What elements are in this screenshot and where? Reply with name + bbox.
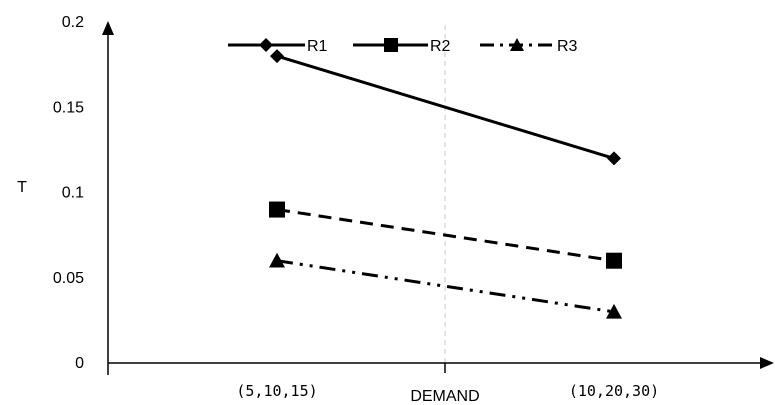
data-point: [606, 303, 622, 319]
data-point: [270, 49, 284, 64]
x-tick-label: (10,20,30): [569, 382, 659, 400]
data-point: [607, 151, 621, 166]
x-tick-label: (5,10,15): [236, 382, 317, 400]
x-tick-labels: (5,10,15) (10,20,30): [236, 363, 659, 400]
series-r3: [269, 252, 622, 319]
data-point: [269, 252, 285, 268]
y-tick-label: 0: [75, 355, 84, 372]
legend-marker: [510, 38, 524, 51]
legend-label: R3: [557, 38, 578, 55]
x-axis-arrow: [760, 357, 774, 369]
legend-label: R2: [430, 38, 451, 55]
legend-item-r1: R1: [228, 38, 328, 55]
x-axis-label: DEMAND: [410, 388, 479, 405]
y-axis-arrow: [102, 21, 114, 35]
series-r1: [270, 49, 621, 166]
legend-marker: [259, 38, 273, 52]
legend-item-r2: R2: [353, 38, 451, 55]
legend-label: R1: [307, 38, 328, 55]
y-tick-label: 0.05: [53, 270, 84, 287]
y-tick-label: 0.1: [62, 185, 84, 202]
series-line: [276, 54, 615, 160]
y-axis-label: T: [17, 179, 27, 196]
series-r2: [269, 201, 622, 269]
legend-item-r3: R3: [480, 38, 578, 55]
legend: R1 R2 R3: [228, 38, 578, 55]
y-tick-label: 0.15: [53, 99, 84, 116]
data-point: [606, 252, 622, 269]
legend-marker: [384, 38, 398, 52]
series-line: [276, 208, 615, 263]
series-line: [276, 259, 615, 314]
y-tick-label: 0.2: [62, 14, 84, 31]
series-layer: [269, 49, 622, 319]
data-point: [269, 201, 285, 218]
y-tick-labels: 0 0.05 0.1 0.15 0.2: [53, 14, 84, 372]
